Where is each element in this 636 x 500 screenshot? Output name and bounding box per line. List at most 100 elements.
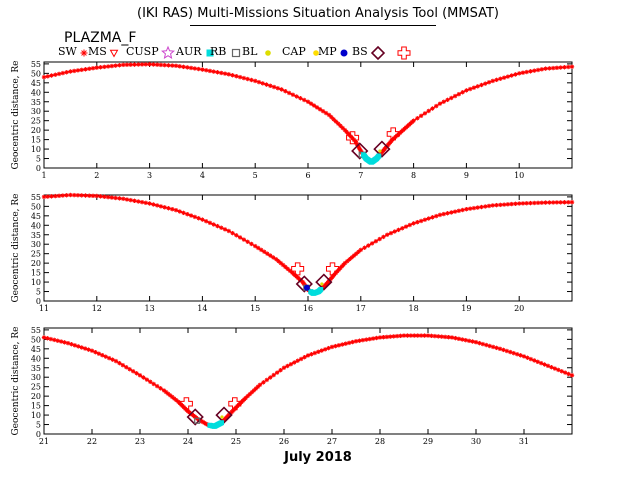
sw-marker — [505, 202, 511, 207]
sw-marker — [422, 111, 428, 116]
sw-marker — [305, 99, 311, 104]
sw-marker — [377, 236, 382, 242]
sw-marker — [562, 65, 567, 70]
sw-marker — [483, 81, 488, 86]
sw-marker — [517, 201, 522, 206]
sw-marker — [181, 64, 186, 70]
sw-marker — [98, 194, 103, 199]
sw-marker — [158, 204, 164, 209]
month-label: July 2018 — [284, 450, 352, 465]
sw-marker — [294, 94, 299, 99]
aur-marker — [376, 153, 382, 159]
sw-marker — [207, 220, 213, 226]
sw-marker — [538, 360, 544, 366]
sw-marker — [79, 345, 84, 350]
sw-marker — [333, 343, 338, 349]
bs-diamond-outbound — [315, 273, 333, 291]
sw-marker — [569, 373, 575, 378]
sw-marker — [286, 90, 292, 96]
sw-marker — [87, 66, 92, 71]
sw-marker — [147, 201, 152, 206]
sw-marker — [79, 193, 84, 198]
sw-marker — [486, 203, 492, 209]
y-tick-label: 30 — [31, 373, 41, 382]
sw-marker — [415, 333, 420, 338]
legend-label-ms: MS — [88, 45, 107, 58]
sw-marker — [317, 107, 323, 112]
sw-marker — [298, 356, 304, 362]
sw-marker — [257, 382, 263, 387]
sw-marker — [261, 380, 266, 385]
sw-marker — [422, 217, 428, 222]
sw-marker — [430, 215, 435, 220]
sw-marker — [353, 339, 359, 344]
sw-marker — [151, 62, 156, 67]
sw-marker — [320, 109, 326, 114]
y-tick-label: 15 — [31, 402, 41, 411]
sw-marker — [192, 66, 198, 71]
sw-marker — [479, 82, 484, 88]
bs-diamond-inbound — [351, 142, 369, 160]
x-tick-label: 21 — [39, 437, 49, 446]
sw-marker — [411, 221, 416, 226]
sw-marker — [509, 73, 514, 78]
sw-marker — [532, 68, 537, 73]
sw-marker — [110, 357, 115, 362]
sw-marker — [518, 353, 523, 358]
x-tick-label: 30 — [471, 437, 481, 446]
sw-marker — [143, 62, 149, 67]
sw-marker — [94, 193, 99, 199]
y-tick-label: 20 — [31, 259, 41, 268]
sw-marker — [349, 255, 354, 260]
sw-marker — [215, 223, 220, 229]
sw-marker — [58, 339, 64, 344]
x-tick-label: 27 — [327, 437, 337, 446]
sw-marker — [264, 377, 270, 383]
y-tick-label: 40 — [31, 88, 41, 97]
sw-marker — [298, 96, 303, 101]
sw-marker — [65, 340, 71, 346]
sw-marker — [539, 200, 545, 205]
sw-marker — [143, 200, 149, 206]
sw-marker — [558, 200, 563, 205]
sw-marker — [484, 342, 489, 348]
bs-diamond-outbound — [373, 140, 391, 158]
sw-marker — [253, 78, 258, 84]
sw-marker — [128, 197, 133, 203]
sw-marker — [475, 205, 480, 210]
sw-marker — [302, 97, 307, 103]
sw-marker — [151, 202, 156, 207]
aur-markers — [361, 152, 382, 165]
sw-marker — [113, 195, 118, 201]
sw-marker — [52, 337, 57, 343]
sw-marker — [230, 73, 235, 78]
sw-marker — [173, 63, 179, 68]
sw-marker — [513, 201, 518, 206]
sw-marker — [305, 353, 311, 358]
sw-marker — [130, 369, 136, 374]
sw-marker — [357, 338, 362, 343]
x-tick-label: 29 — [423, 437, 433, 446]
legend-symbol-cap — [313, 50, 319, 56]
sw-marker — [453, 335, 458, 341]
sw-marker — [366, 243, 371, 248]
sw-marker — [188, 213, 194, 218]
sw-marker — [370, 336, 376, 341]
sw-marker — [524, 201, 529, 206]
sw-marker — [64, 70, 69, 75]
x-tick-label: 17 — [356, 304, 366, 313]
sw-marker — [437, 212, 443, 218]
sw-marker — [96, 351, 102, 356]
legend-symbol-cusp — [161, 45, 175, 59]
sw-marker — [211, 222, 216, 227]
sw-marker — [211, 69, 216, 74]
sw-marker — [117, 63, 122, 68]
sw-marker — [569, 199, 575, 205]
sw-markers — [41, 62, 575, 165]
sw-marker — [55, 338, 60, 343]
sw-marker — [498, 76, 503, 81]
sw-marker — [566, 200, 571, 205]
sw-marker — [552, 366, 558, 371]
sw-marker — [415, 219, 420, 225]
sw-marker — [45, 336, 50, 341]
